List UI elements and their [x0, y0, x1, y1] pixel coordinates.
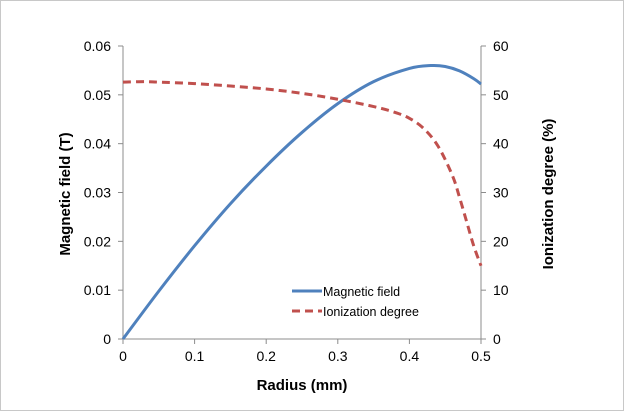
- y2-tick-label: 20: [493, 233, 509, 249]
- y-tick-label: 0.03: [84, 185, 111, 201]
- y-tick-label: 0.04: [84, 136, 111, 152]
- y2-tick-label: 40: [493, 136, 509, 152]
- series-line-ionization-degree: [122, 80, 483, 267]
- y-axis-title: Magnetic field (T): [57, 132, 74, 255]
- y-tick-label: 0: [103, 331, 111, 347]
- legend-label-ionization-degree: Ionization degree: [323, 305, 419, 319]
- x-tick-label: 0.2: [256, 348, 276, 364]
- series-line-magnetic-field: [121, 63, 482, 340]
- x-tick-label: 0.1: [185, 348, 205, 364]
- y-tick-label: 0.05: [84, 87, 111, 103]
- y-tick-label: 0.01: [84, 282, 111, 298]
- legend-label-magnetic-field: Magnetic field: [323, 285, 400, 299]
- y2-tick-label: 30: [493, 185, 509, 201]
- y2-tick-label: 50: [493, 87, 509, 103]
- y2-tick-label: 10: [493, 282, 509, 298]
- x-tick-label: 0.3: [328, 348, 348, 364]
- y2-tick-label: 0: [493, 331, 501, 347]
- x-axis-title: Radius (mm): [257, 377, 348, 394]
- x-tick-label: 0.4: [400, 348, 420, 364]
- x-tick-label: 0: [119, 348, 127, 364]
- x-tick-label: 0.5: [471, 348, 491, 364]
- y-tick-label: 0.06: [84, 38, 111, 54]
- y2-tick-label: 60: [493, 38, 509, 54]
- legend: Magnetic field Ionization degree: [292, 285, 419, 319]
- y2-axis-title: Ionization degree (%): [540, 119, 557, 270]
- y-tick-label: 0.02: [84, 233, 111, 249]
